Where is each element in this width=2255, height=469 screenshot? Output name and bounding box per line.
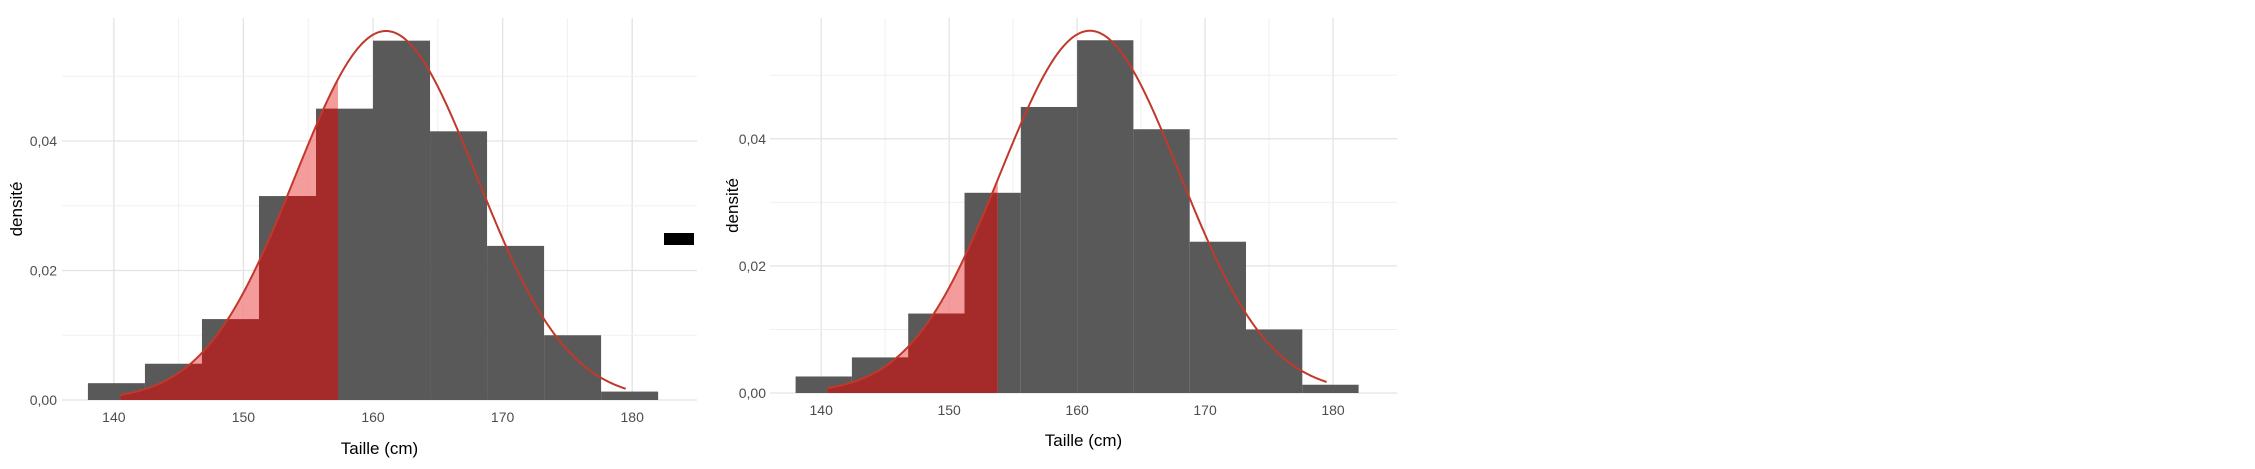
y-axis-title: densité <box>7 182 26 237</box>
x-tick-label: 140 <box>810 402 834 418</box>
y-tick-label: 0,04 <box>30 133 57 149</box>
x-tick-label: 160 <box>361 409 385 425</box>
histogram-bar <box>1077 40 1134 394</box>
histogram-bar <box>1133 129 1190 393</box>
legend-key <box>664 233 694 245</box>
histogram-bar <box>1020 106 1078 394</box>
x-tick-label: 160 <box>1065 402 1089 418</box>
density-curve <box>120 29 627 396</box>
histogram-bar <box>373 40 431 401</box>
x-axis-title: Taille (cm) <box>1045 431 1122 450</box>
x-tick-label: 150 <box>937 402 961 418</box>
histogram-bar <box>1246 329 1303 393</box>
x-tick-label: 170 <box>491 409 515 425</box>
histogram-bar <box>601 391 659 400</box>
y-tick-label: 0,02 <box>739 258 766 274</box>
histogram-bar <box>544 335 602 400</box>
density-curve <box>827 29 1327 390</box>
y-tick-label: 0,02 <box>30 263 57 279</box>
histogram-bars <box>87 40 659 401</box>
x-tick-label: 170 <box>1193 402 1217 418</box>
chart-panel-1: 140 150 160 170 180 0,00 0,02 0,04 Taille (cm) de… <box>7 18 697 458</box>
histogram-bar <box>430 131 488 400</box>
histogram-bars <box>795 40 1359 394</box>
x-tick-label: 180 <box>621 409 645 425</box>
x-axis-title: Taille (cm) <box>341 439 418 458</box>
y-axis-title: densité <box>723 178 742 233</box>
histogram-bar <box>487 245 545 400</box>
y-tick-label: 0,00 <box>739 385 766 401</box>
y-tick-label: 0,04 <box>739 131 766 147</box>
histogram-bar <box>1302 384 1359 393</box>
y-tick-label: 0,00 <box>30 392 57 408</box>
shaded-overlap-area <box>827 192 998 393</box>
x-tick-label: 140 <box>102 409 126 425</box>
chart-panel-2: 140 150 160 170 180 0,00 0,02 0,04 Taille (cm) de… <box>723 18 1397 450</box>
x-tick-label: 180 <box>1321 402 1345 418</box>
shaded-overlap-area <box>120 108 339 400</box>
x-tick-label: 150 <box>232 409 256 425</box>
histogram-bar <box>1189 241 1247 393</box>
